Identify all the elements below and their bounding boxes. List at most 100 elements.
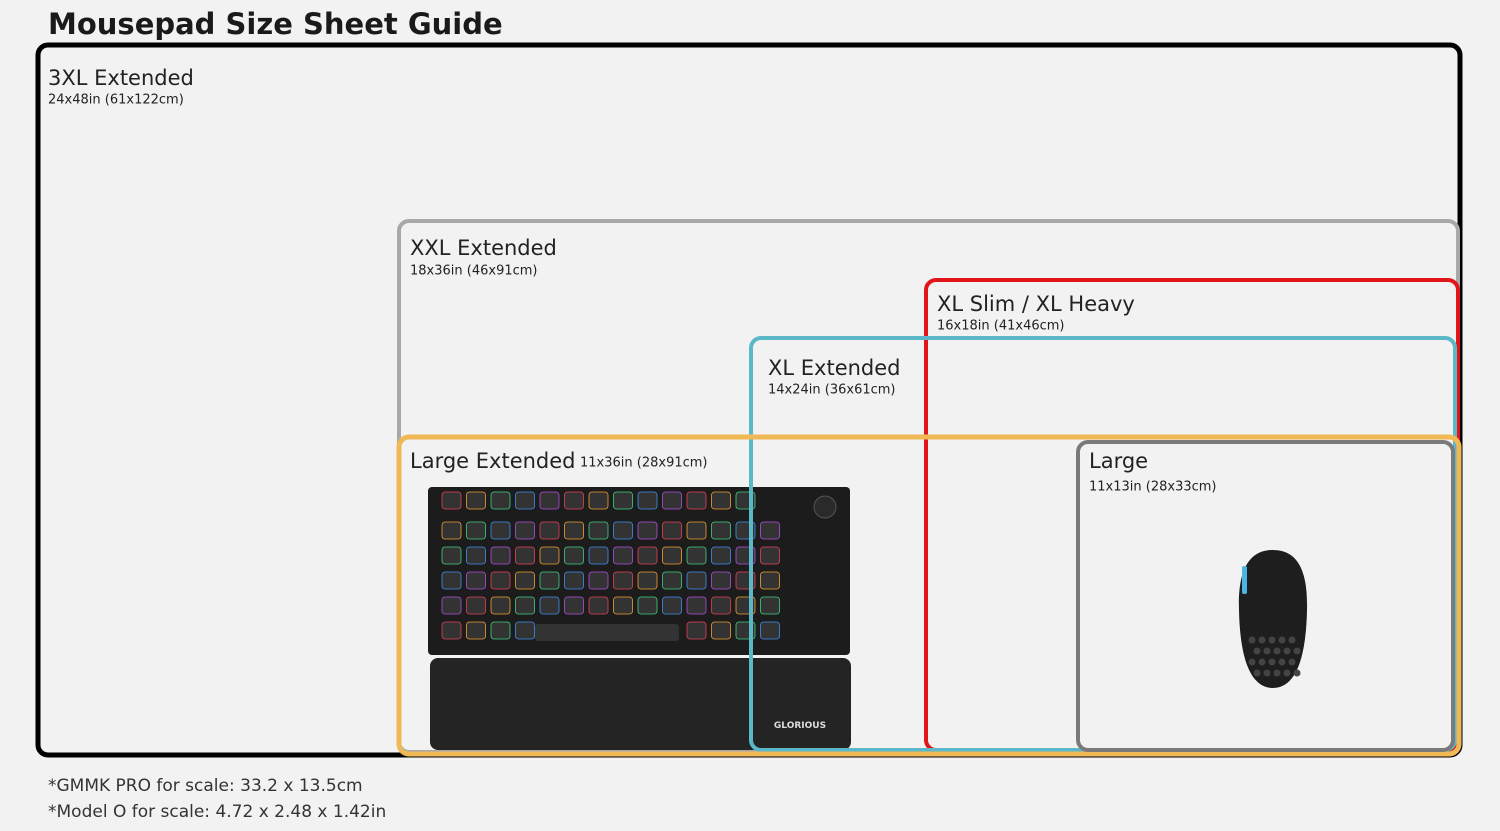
key: [686, 521, 707, 540]
size-dims: 11x13in (28x33cm): [1089, 480, 1217, 495]
mouse-hole: [1268, 658, 1276, 666]
key: [441, 596, 462, 615]
size-name: XL Extended: [768, 356, 901, 380]
key: [760, 596, 780, 615]
key: [466, 491, 486, 510]
brand-logo: GLORIOUS: [774, 721, 826, 731]
mouse-hole: [1258, 658, 1266, 666]
key: [662, 521, 682, 540]
key: [711, 491, 731, 510]
mouse-hole: [1263, 669, 1271, 677]
key: [760, 546, 780, 565]
key: [588, 521, 609, 540]
spacebar: [535, 624, 679, 641]
key: [686, 491, 707, 510]
key: [466, 621, 486, 640]
mouse-hole: [1273, 647, 1281, 655]
key: [637, 571, 658, 590]
mouse-hole: [1248, 658, 1256, 666]
key: [613, 596, 633, 615]
key: [515, 596, 535, 615]
key: [515, 521, 535, 540]
key: [466, 546, 486, 565]
key: [539, 491, 560, 510]
key: [760, 621, 780, 640]
key: [490, 521, 511, 540]
mouse-hole: [1258, 636, 1266, 644]
size-name: XL Slim / XL Heavy: [937, 292, 1135, 316]
mouse-hole: [1288, 636, 1296, 644]
size-dims: 24x48in (61x122cm): [48, 93, 184, 108]
key: [613, 546, 633, 565]
key: [686, 571, 707, 590]
key: [662, 571, 682, 590]
footnote: *Model O for scale: 4.72 x 2.48 x 1.42in: [48, 802, 386, 822]
key: [441, 571, 462, 590]
size-outline: [924, 278, 1460, 752]
key: [564, 596, 584, 615]
size-dims: 18x36in (46x91cm): [410, 264, 538, 279]
key: [637, 546, 658, 565]
key: [490, 596, 511, 615]
key: [466, 571, 486, 590]
key: [441, 521, 462, 540]
key: [441, 491, 462, 510]
key: [490, 571, 511, 590]
key: [490, 546, 511, 565]
key: [441, 546, 462, 565]
key: [588, 596, 609, 615]
key: [613, 571, 633, 590]
mouse-hole: [1248, 636, 1256, 644]
key: [539, 596, 560, 615]
mouse-hole: [1253, 669, 1261, 677]
key: [515, 621, 535, 640]
key: [564, 546, 584, 565]
knob: [813, 495, 837, 519]
key: [490, 621, 511, 640]
footnote: *GMMK PRO for scale: 33.2 x 13.5cm: [48, 776, 363, 796]
key: [662, 596, 682, 615]
title: Mousepad Size Sheet Guide: [48, 7, 503, 41]
key: [711, 621, 731, 640]
mouse-body: [1238, 550, 1308, 688]
size-name: XXL Extended: [410, 236, 557, 260]
key: [466, 521, 486, 540]
size-name: 3XL Extended: [48, 66, 194, 90]
key: [686, 621, 707, 640]
size-outline: [749, 336, 1457, 752]
size-name: Large: [1089, 449, 1148, 473]
key: [760, 571, 780, 590]
mouse-hole: [1253, 647, 1261, 655]
mouse-hole: [1263, 647, 1271, 655]
key: [588, 546, 609, 565]
key: [539, 521, 560, 540]
key: [711, 596, 731, 615]
mouse-hole: [1283, 647, 1291, 655]
mouse-hole: [1283, 669, 1291, 677]
key: [613, 521, 633, 540]
mouse-hole: [1268, 636, 1276, 644]
key: [637, 491, 658, 510]
key: [564, 571, 584, 590]
mouse-hole: [1293, 669, 1301, 677]
size-dims: 11x36in (28x91cm): [580, 456, 708, 471]
key: [515, 546, 535, 565]
key: [539, 546, 560, 565]
key: [441, 621, 462, 640]
wrist-rest: [430, 658, 851, 750]
mouse-hole: [1293, 647, 1301, 655]
key: [466, 596, 486, 615]
size-name: Large Extended: [410, 449, 576, 473]
mouse-light: [1242, 566, 1247, 594]
key: [711, 546, 731, 565]
key: [760, 521, 780, 540]
key: [613, 491, 633, 510]
mouse-hole: [1273, 669, 1281, 677]
key: [686, 546, 707, 565]
key: [564, 491, 584, 510]
mouse-hole: [1288, 658, 1296, 666]
key: [515, 571, 535, 590]
key: [564, 521, 584, 540]
size-outline: [396, 434, 1462, 757]
